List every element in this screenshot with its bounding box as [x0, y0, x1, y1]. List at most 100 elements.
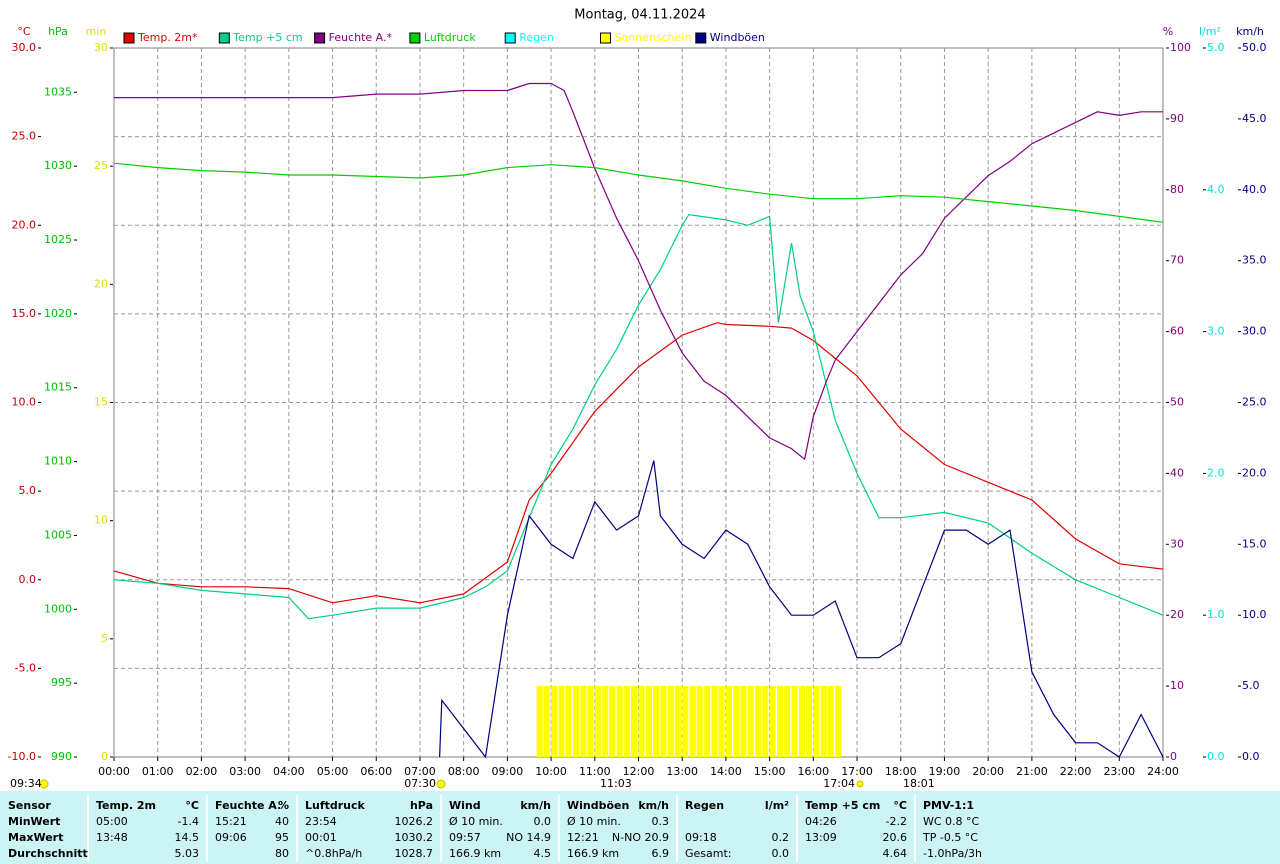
table-cell: 00:01 [305, 831, 337, 844]
series-line [113, 322, 1164, 604]
table-header-unit: km/h [638, 799, 669, 812]
table-cell-value: 1026.2 [395, 815, 434, 828]
table-cell: 166.9 km [449, 847, 501, 860]
sunshine-bar [631, 686, 638, 757]
sunshine-bar [725, 686, 733, 757]
legend-swatch [218, 32, 230, 44]
y-tick-label: 40 [1170, 466, 1184, 479]
y-tick-label: 1.0 [1207, 608, 1225, 621]
sunshine-bar [696, 686, 703, 757]
y-tick-label: 1025 [44, 233, 72, 246]
table-cell: 23:54 [305, 815, 337, 828]
sunshine-bar [602, 686, 609, 757]
y-tick-label: 5 [101, 632, 108, 645]
sunshine-bar [805, 686, 812, 757]
legend-swatch [504, 32, 516, 44]
sunshine-bar [740, 686, 747, 757]
legend-label: Regen [519, 31, 554, 44]
table-cell-value: 14.5 [175, 831, 200, 844]
x-tick-label: 07:00 [404, 765, 436, 778]
axis-unit: hPa [48, 25, 68, 38]
table-header: Wind [449, 799, 481, 812]
table-cell-value: NO 14.9 [506, 831, 551, 844]
y-tick-label: 15.0 [12, 307, 37, 320]
y-tick-label: 25 [94, 159, 108, 172]
axis-unit: km/h [1236, 25, 1264, 38]
x-tick-label: 13:00 [666, 765, 698, 778]
table-cell: Gesamt: [685, 847, 732, 860]
sunshine-bar [747, 686, 754, 757]
y-tick-label: 50 [1170, 396, 1184, 409]
y-tick-label: 70 [1170, 254, 1184, 267]
table-cell-value: 5.03 [175, 847, 200, 860]
table-header: Regen [685, 799, 724, 812]
y-tick-label: 1030 [44, 159, 72, 172]
y-tick-label: 10.0 [12, 396, 37, 409]
sunshine-bar [784, 686, 791, 757]
table-cell-value: 80 [275, 847, 289, 860]
table-cell-value: 0.0 [772, 847, 790, 860]
time-annotation: 07:30 [404, 777, 436, 790]
legend-label: Sonnenschein [615, 31, 692, 44]
x-tick-label: 21:00 [1016, 765, 1048, 778]
sunshine-bar [733, 686, 740, 757]
series-line [114, 82, 1163, 461]
sunshine-bar [769, 686, 776, 757]
sunshine-bar [674, 686, 681, 757]
legend-swatch [695, 32, 707, 44]
x-tick-label: 06:00 [360, 765, 392, 778]
sunshine-bar [704, 686, 711, 757]
time-annotation: 11:03 [600, 777, 632, 790]
x-tick-label: 01:00 [142, 765, 174, 778]
sunshine-bar [791, 686, 798, 757]
table-cell: 04:26 [805, 815, 837, 828]
legend-swatch [314, 32, 326, 44]
table-header-unit: % [278, 799, 289, 812]
sunshine-bar [652, 686, 660, 757]
row-label: MaxWert [8, 831, 63, 844]
y-tick-label: 10 [1170, 679, 1184, 692]
sunshine-bar [543, 686, 550, 757]
sunshine-bar [616, 686, 623, 757]
y-tick-label: 30.0 [12, 41, 37, 54]
y-tick-label: 0 [1170, 750, 1177, 763]
x-tick-label: 08:00 [448, 765, 480, 778]
table-cell-value: 1030.2 [395, 831, 434, 844]
sunshine-bar [587, 686, 594, 757]
table-cell: 09:57 [449, 831, 481, 844]
y-tick-label: 2.0 [1207, 466, 1225, 479]
table-header: Temp +5 cm [805, 799, 880, 812]
table-header: Temp. 2m [96, 799, 156, 812]
table-cell: 12:21 [567, 831, 599, 844]
x-tick-label: 24:00 [1147, 765, 1179, 778]
table-cell-value: 40 [275, 815, 289, 828]
legend-swatch [600, 32, 611, 44]
table-header-unit: km/h [520, 799, 551, 812]
table-cell: WC 0.8 °C [923, 815, 980, 828]
y-tick-label: 20.0 [1242, 466, 1267, 479]
y-tick-label: 1010 [44, 455, 72, 468]
y-tick-label: 4.0 [1207, 183, 1225, 196]
y-tick-label: 1005 [44, 528, 72, 541]
y-tick-label: 5.0 [19, 484, 37, 497]
sunshine-bar [798, 686, 805, 757]
x-tick-label: 19:00 [929, 765, 961, 778]
row-label: Durchschnitt [8, 847, 88, 860]
sunshine-bar [565, 686, 572, 757]
y-tick-label: 3.0 [1207, 325, 1225, 338]
sunshine-bar [711, 686, 718, 757]
table-cell-value: N-NO 20.9 [612, 831, 669, 844]
y-tick-label: 45.0 [1242, 112, 1267, 125]
sunshine-bar [689, 686, 696, 757]
table-cell: 13:09 [805, 831, 837, 844]
sunshine-bar [572, 686, 580, 757]
sunshine-bar [594, 686, 601, 757]
stats-background [0, 791, 1280, 864]
sunshine-bar [813, 686, 820, 757]
y-tick-label: 30 [1170, 537, 1184, 550]
x-tick-label: 05:00 [317, 765, 349, 778]
y-tick-label: 0 [101, 750, 108, 763]
y-tick-label: 990 [51, 750, 72, 763]
y-tick-label: 30.0 [1242, 325, 1267, 338]
time-annotation: 09:34 [10, 777, 42, 790]
